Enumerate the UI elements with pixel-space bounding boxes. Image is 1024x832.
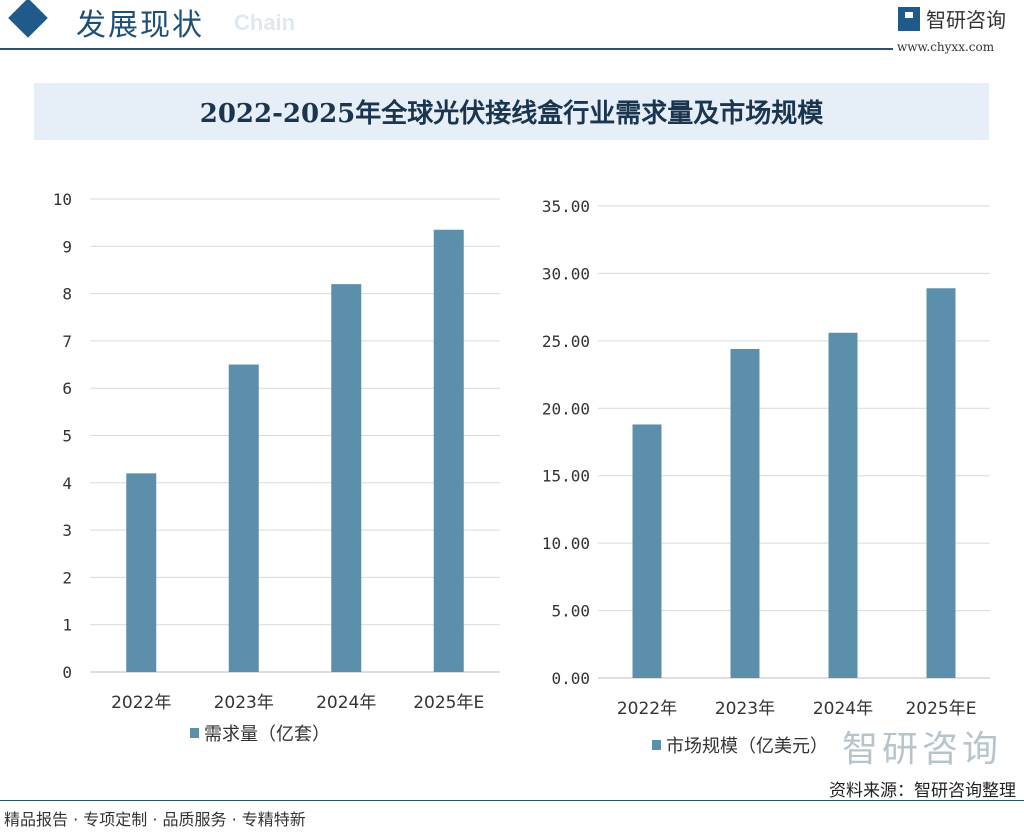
y-tick-label: 0.00 [551, 669, 590, 688]
y-tick-label: 35.00 [542, 197, 590, 216]
bar-2022年 [632, 424, 662, 678]
y-tick-label: 3 [62, 521, 72, 540]
y-tick-label: 10.00 [542, 534, 590, 553]
y-tick-label: 5 [62, 427, 72, 446]
header-divider [0, 48, 893, 50]
section-title: 发展现状 [76, 8, 204, 43]
y-tick-label: 10 [53, 190, 72, 209]
y-tick-label: 6 [62, 379, 72, 398]
bar-2025年E [433, 229, 464, 672]
footer-divider [0, 800, 1024, 801]
y-tick-label: 15.00 [542, 467, 590, 486]
chart-title: 2022-2025年全球光伏接线盒行业需求量及市场规模 [199, 99, 824, 129]
x-tick-label: 2023年 [715, 699, 775, 719]
bar-2024年 [331, 284, 362, 672]
y-tick-label: 9 [62, 237, 72, 256]
bar-2024年 [828, 332, 858, 678]
y-tick-label: 30.00 [542, 264, 590, 283]
x-tick-label: 2025年E [413, 693, 484, 713]
brand-logo-icon [898, 6, 920, 31]
header-watermark-word: Chain [234, 10, 296, 35]
footer-watermark: 智研咨询 [842, 729, 1003, 770]
x-tick-label: 2025年E [905, 699, 976, 719]
source-note: 资料来源：智研咨询整理 [829, 781, 1016, 801]
legend-swatch [652, 740, 661, 750]
legend-label: 需求量（亿套） [204, 724, 330, 745]
brand-logo: 智研咨询 [898, 4, 1006, 33]
chart-title-box: 2022-2025年全球光伏接线盒行业需求量及市场规模 [34, 83, 989, 140]
legend-label: 市场规模（亿美元） [666, 736, 828, 757]
y-tick-label: 2 [62, 568, 72, 587]
y-tick-label: 7 [62, 332, 72, 351]
x-tick-label: 2024年 [813, 699, 873, 719]
x-tick-label: 2023年 [214, 693, 274, 713]
y-tick-label: 20.00 [542, 399, 590, 418]
y-tick-label: 25.00 [542, 332, 590, 351]
y-tick-label: 8 [62, 285, 72, 304]
bar-2025年E [926, 288, 956, 678]
y-tick-label: 5.00 [551, 602, 590, 621]
x-tick-label: 2022年 [111, 693, 171, 713]
x-tick-label: 2024年 [316, 693, 376, 713]
bar-2023年 [228, 364, 259, 672]
y-tick-label: 1 [62, 616, 72, 635]
brand-name: 智研咨询 [926, 8, 1006, 32]
bar-2022年 [126, 473, 157, 672]
y-tick-label: 4 [62, 474, 72, 493]
y-tick-label: 0 [62, 663, 72, 682]
footer-slogan: 精品报告 · 专项定制 · 品质服务 · 专精特新 [4, 810, 306, 829]
legend-swatch [190, 728, 199, 738]
brand-url: www.chyxx.com [897, 40, 995, 54]
bar-2023年 [730, 348, 760, 678]
x-tick-label: 2022年 [617, 699, 677, 719]
